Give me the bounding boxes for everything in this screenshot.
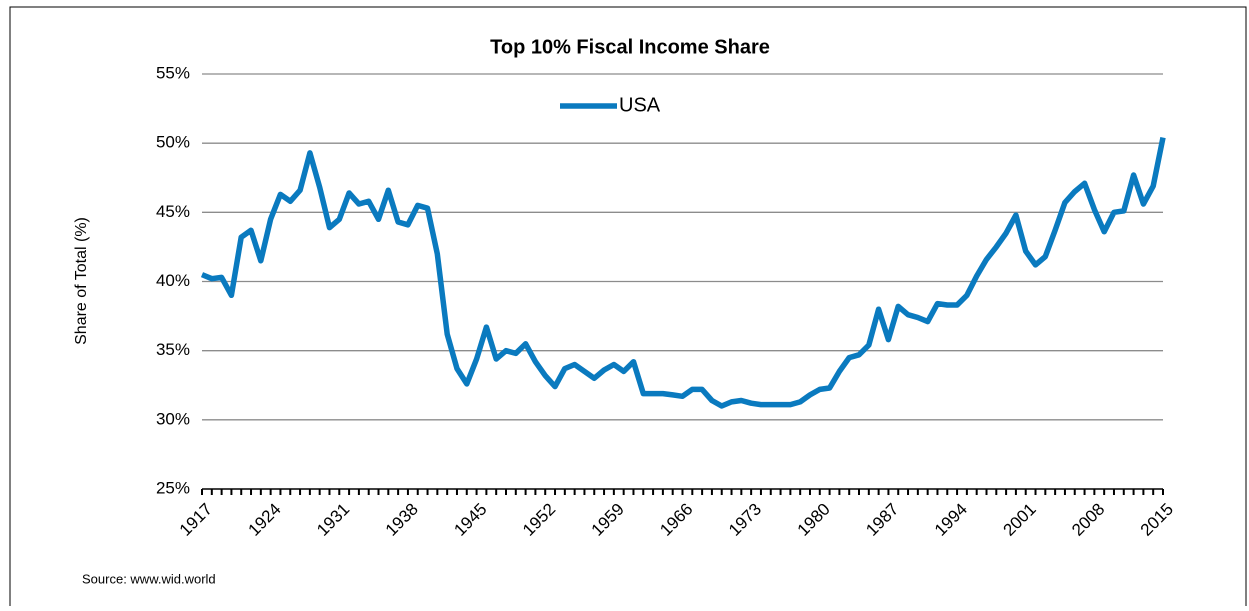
x-tick-label: 1966	[656, 500, 696, 540]
y-tick-label: 55%	[156, 63, 190, 82]
x-tick-label: 1938	[382, 500, 422, 540]
x-tick-label: 1931	[313, 500, 353, 540]
y-axis-label: Share of Total (%)	[73, 217, 90, 345]
series-line	[200, 137, 1166, 409]
y-tick-label: 50%	[156, 133, 190, 152]
x-tick-label: 2001	[1000, 500, 1040, 540]
frame	[9, 6, 1247, 606]
x-tick-label: 1924	[244, 500, 284, 540]
x-tick-label: 1980	[794, 500, 834, 540]
y-tick-label: 35%	[156, 340, 190, 359]
x-tick-label: 1987	[862, 500, 902, 540]
x-tick-label: 1994	[931, 500, 971, 540]
x-tick-label: 2008	[1068, 500, 1108, 540]
y-tick-label: 30%	[156, 409, 190, 428]
x-tick-label: 1973	[725, 500, 765, 540]
x-tick-label: 1917	[176, 500, 216, 540]
legend-label: USA	[619, 94, 661, 116]
y-tick-label: 40%	[156, 271, 190, 290]
x-tick-label: 1959	[588, 500, 628, 540]
x-tick-label: 1952	[519, 500, 559, 540]
y-tick-label: 25%	[156, 478, 190, 497]
x-tick-label: 2015	[1137, 500, 1177, 540]
source-note: Source: www.wid.world	[82, 571, 216, 586]
chart-title: Top 10% Fiscal Income Share	[490, 36, 770, 58]
y-tick-label: 45%	[156, 202, 190, 221]
x-tick-label: 1945	[450, 500, 490, 540]
